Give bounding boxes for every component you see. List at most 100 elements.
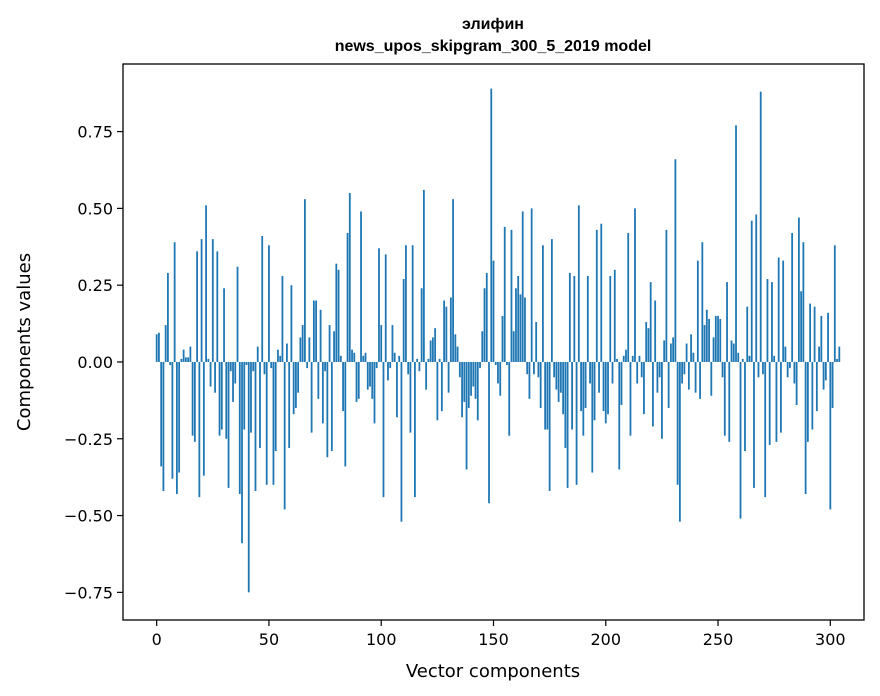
bar-179	[557, 361, 560, 402]
bar-157	[508, 361, 511, 436]
bar-25	[211, 239, 214, 362]
bar-11	[180, 358, 183, 362]
bar-121	[427, 358, 430, 362]
bar-256	[730, 340, 733, 362]
bar-177	[553, 361, 556, 378]
bar-62	[295, 361, 297, 409]
bar-231	[674, 159, 677, 362]
bar-120	[425, 361, 428, 390]
bar-18	[196, 251, 198, 362]
bar-269	[759, 91, 762, 362]
bar-195	[593, 361, 596, 421]
y-tick-label: −0.75	[64, 583, 113, 602]
bar-225	[661, 361, 663, 439]
bar-34	[232, 361, 234, 402]
bar-99	[378, 248, 380, 362]
bar-5	[167, 272, 169, 362]
bar-288	[802, 242, 805, 362]
bar-138	[465, 361, 468, 470]
y-tick-label: 0.50	[77, 199, 113, 218]
bar-201	[607, 361, 609, 415]
bar-7	[171, 361, 174, 479]
bar-174	[546, 361, 549, 430]
bar-14	[187, 357, 190, 362]
bar-85	[346, 232, 349, 362]
bar-280	[784, 346, 787, 362]
bar-186	[573, 275, 576, 362]
bar-265	[750, 220, 753, 362]
bar-53	[274, 361, 277, 452]
bar-228	[667, 361, 670, 409]
bar-266	[753, 361, 755, 488]
bar-134	[456, 346, 459, 362]
bar-72	[317, 361, 320, 399]
bar-69	[310, 361, 313, 433]
bars-group	[155, 88, 841, 593]
bar-153	[499, 361, 502, 396]
bar-268	[757, 361, 760, 378]
bar-42	[250, 361, 252, 433]
bar-296	[820, 315, 823, 362]
bar-214	[636, 361, 639, 384]
bar-55	[279, 355, 282, 362]
bar-241	[696, 260, 699, 362]
bar-239	[692, 352, 695, 362]
bar-197	[598, 361, 600, 393]
bar-117	[418, 361, 421, 372]
bar-281	[786, 361, 789, 378]
bar-165	[526, 361, 529, 375]
bar-154	[501, 315, 504, 362]
bar-278	[780, 361, 782, 433]
bar-125	[436, 361, 439, 421]
bar-184	[568, 272, 571, 362]
bar-1	[158, 332, 160, 362]
bar-59	[288, 361, 291, 448]
bar-13	[184, 357, 187, 362]
bar-173	[544, 361, 547, 430]
bar-147	[485, 272, 488, 362]
y-tick-label: 0.75	[77, 123, 113, 142]
bar-192	[586, 275, 589, 362]
bar-207	[620, 361, 623, 405]
x-tick-label: 200	[590, 630, 621, 649]
bar-111	[405, 245, 407, 362]
bar-193	[589, 361, 591, 384]
bar-139	[467, 361, 470, 409]
bar-185	[571, 361, 573, 430]
bar-65	[301, 325, 304, 362]
bar-206	[618, 361, 621, 470]
bar-146	[483, 288, 486, 362]
bar-135	[458, 361, 461, 378]
bar-74	[321, 361, 324, 424]
chart-subtitle: news_upos_skipgram_300_5_2019 model	[335, 38, 652, 55]
bar-208	[622, 355, 625, 362]
bar-30	[223, 288, 225, 362]
bar-274	[771, 282, 773, 362]
bar-190	[582, 361, 585, 436]
bar-205	[616, 358, 618, 362]
bar-156	[506, 361, 508, 366]
bar-303	[836, 358, 838, 362]
bar-167	[530, 208, 533, 362]
bar-76	[326, 361, 329, 458]
bar-103	[387, 361, 389, 381]
bar-199	[602, 361, 605, 412]
bar-100	[380, 325, 383, 362]
bar-168	[533, 361, 535, 375]
bar-245	[705, 309, 708, 362]
bar-44	[254, 361, 257, 491]
y-axis-ticks: −0.75 −0.50 −0.25 0.00 0.25 0.50 0.75	[64, 123, 123, 602]
bar-86	[348, 193, 351, 362]
bar-49	[265, 361, 268, 485]
bar-23	[207, 358, 210, 362]
bar-56	[281, 275, 284, 362]
bar-12	[182, 349, 185, 362]
bar-287	[800, 291, 803, 362]
bar-301	[831, 361, 834, 409]
bar-211	[629, 361, 632, 436]
bar-84	[344, 361, 347, 467]
bar-145	[481, 331, 484, 362]
bar-234	[681, 361, 684, 384]
bar-97	[373, 361, 376, 424]
bar-257	[732, 343, 735, 362]
